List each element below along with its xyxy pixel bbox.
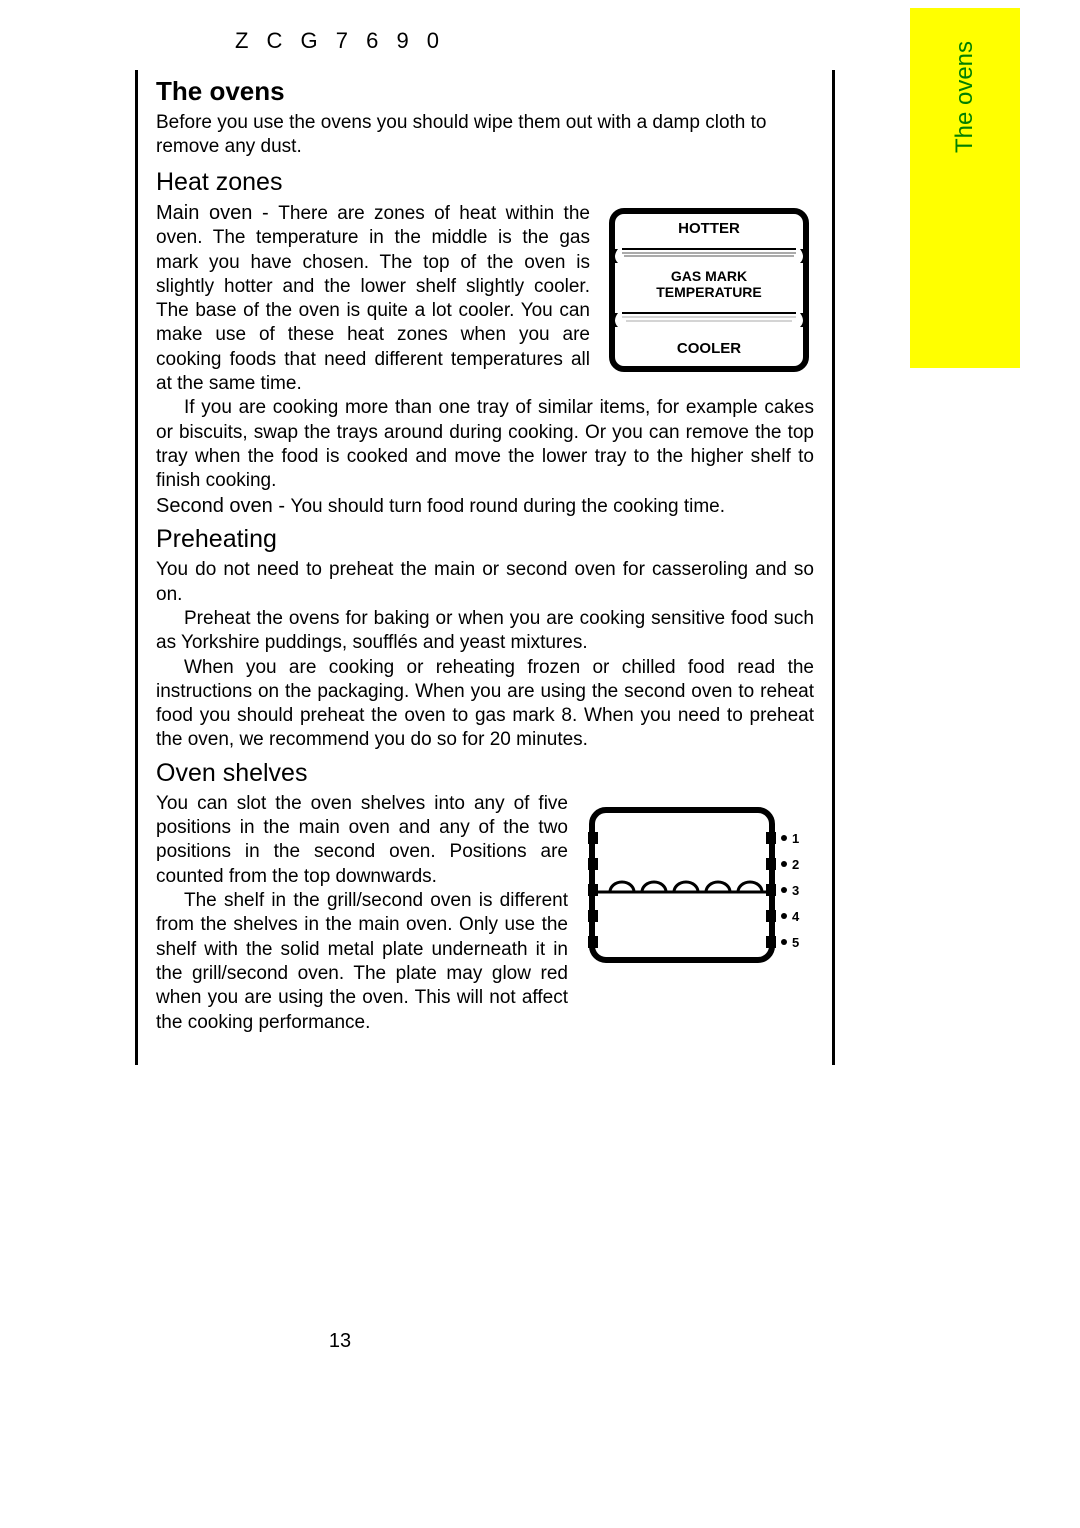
- section-tab-label: The ovens: [951, 41, 979, 153]
- svg-text:2: 2: [792, 857, 799, 872]
- model-code: Z C G 7 6 9 0: [0, 28, 680, 54]
- second-oven-line: Second oven - You should turn food round…: [156, 494, 814, 520]
- shelves-p1: You can slot the oven shelves into any o…: [156, 792, 568, 889]
- intro-text: Before you use the ovens you should wipe…: [156, 111, 814, 160]
- preheating-p2: Preheat the ovens for baking or when you…: [156, 607, 814, 656]
- svg-text:GAS MARK: GAS MARK: [671, 268, 747, 284]
- page-title: The ovens: [156, 76, 814, 107]
- section-tab: The ovens: [910, 8, 1020, 368]
- preheating-p3: When you are cooking or reheating frozen…: [156, 656, 814, 753]
- preheating-p1: You do not need to preheat the main or s…: [156, 558, 814, 607]
- svg-text:5: 5: [792, 935, 799, 950]
- svg-text:1: 1: [792, 831, 799, 846]
- svg-text:TEMPERATURE: TEMPERATURE: [656, 284, 762, 300]
- shelves-p2: The shelf in the grill/second oven is di…: [156, 889, 568, 1035]
- main-oven-body: There are zones of heat within the oven.…: [156, 203, 590, 394]
- heading-oven-shelves: Oven shelves: [156, 759, 814, 788]
- second-oven-lead: Second oven -: [156, 495, 291, 517]
- shelf-positions-diagram: 1 2 3 4 5: [582, 802, 814, 1035]
- svg-text:4: 4: [792, 909, 800, 924]
- svg-text:3: 3: [792, 883, 799, 898]
- heat-zones-p2: If you are cooking more than one tray of…: [156, 396, 814, 493]
- second-oven-body: You should turn food round during the co…: [291, 496, 726, 517]
- page-content: The ovens Before you use the ovens you s…: [135, 70, 835, 1065]
- heat-zones-diagram: HOTTER GAS MARK TEMPERATURE COOLER: [604, 205, 814, 397]
- heading-preheating: Preheating: [156, 525, 814, 554]
- main-oven-lead: Main oven -: [156, 202, 278, 224]
- heading-heat-zones: Heat zones: [156, 168, 814, 197]
- svg-text:COOLER: COOLER: [677, 340, 741, 357]
- heat-zones-main: Main oven - There are zones of heat with…: [156, 201, 590, 397]
- page-number: 13: [0, 1330, 680, 1353]
- svg-text:HOTTER: HOTTER: [678, 220, 740, 237]
